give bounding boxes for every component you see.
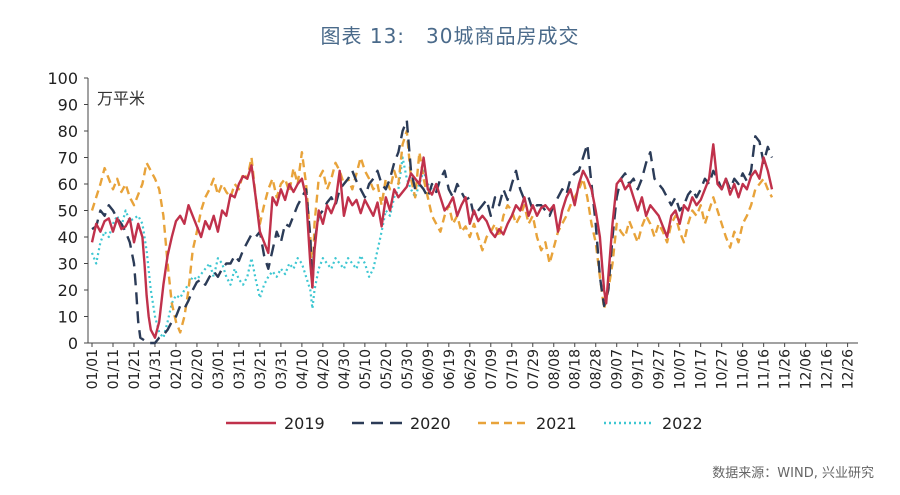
x-tick-label: 07/09 (484, 349, 500, 389)
x-tick-label: 04/10 (295, 349, 311, 389)
x-tick-label: 10/17 (694, 349, 710, 389)
x-tick-label: 03/01 (211, 349, 227, 389)
series-line-2021 (90, 129, 774, 334)
x-tick-label: 12/16 (820, 349, 836, 389)
legend-label-2021: 2021 (536, 414, 577, 433)
x-tick-label: 09/27 (652, 349, 668, 389)
x-tick-label: 09/07 (610, 349, 626, 389)
axes: 0 10 20 30 40 50 60 70 80 90 100 01/01 01/11 01/21 01/… (47, 69, 858, 389)
x-tick-label: 04/20 (316, 349, 332, 389)
x-tick-label: 05/20 (379, 349, 395, 389)
chart-source: 数据来源：WIND, 兴业研究 (712, 466, 874, 481)
y-tick-label: 100 (47, 69, 78, 88)
x-tick-label: 01/01 (85, 349, 101, 389)
y-tick-label: 20 (58, 281, 78, 300)
x-tick-label: 01/21 (127, 349, 143, 389)
y-tick-label: 50 (58, 202, 78, 221)
series-layer (90, 119, 774, 345)
x-tick-label: 09/17 (631, 349, 647, 389)
x-tick-label: 06/19 (442, 349, 458, 389)
x-tick-label: 10/27 (715, 349, 731, 389)
x-tick-label: 07/19 (505, 349, 521, 389)
legend-label-2022: 2022 (662, 414, 703, 433)
x-tick-label: 10/07 (673, 349, 689, 389)
x-tick-label: 08/18 (568, 349, 584, 389)
legend-label-2020: 2020 (410, 414, 451, 433)
y-tick-label: 70 (58, 149, 78, 168)
y-tick-label: 0 (68, 334, 78, 353)
y-tick-label: 10 (58, 308, 78, 327)
x-tick-label: 05/10 (358, 349, 374, 389)
x-tick-label: 08/08 (547, 349, 563, 389)
x-tick-label: 03/21 (253, 349, 269, 389)
x-tick-label: 11/06 (736, 349, 752, 389)
chart-title: 图表 13: 30城商品房成交 (320, 24, 580, 48)
series-line-2022 (90, 156, 433, 339)
x-tick-label: 12/06 (799, 349, 815, 389)
x-tick-label: 02/20 (190, 349, 206, 389)
unit-label: 万平米 (97, 89, 145, 108)
x-tick-label: 11/26 (778, 349, 794, 389)
series-line-2019 (90, 143, 774, 339)
legend: 2019 2020 2021 2022 (226, 414, 703, 433)
x-tick-label: 01/11 (106, 349, 122, 389)
x-tick-label: 03/31 (274, 349, 290, 389)
y-tick-label: 80 (58, 122, 78, 141)
y-tick-label: 40 (58, 228, 78, 247)
x-tick-label: 03/11 (232, 349, 248, 389)
x-tick-label: 01/31 (148, 349, 164, 389)
y-tick-label: 90 (58, 96, 78, 115)
x-tick-label: 12/26 (841, 349, 857, 389)
x-tick-label: 06/09 (421, 349, 437, 389)
x-tick-label: 05/30 (400, 349, 416, 389)
x-tick-label: 07/29 (526, 349, 542, 389)
x-tick-label: 08/28 (589, 349, 605, 389)
x-tick-label: 06/29 (463, 349, 479, 389)
legend-label-2019: 2019 (284, 414, 325, 433)
x-tick-label: 02/10 (169, 349, 185, 389)
x-tick-label: 11/16 (757, 349, 773, 389)
x-tick-label: 04/30 (337, 349, 353, 389)
y-tick-label: 30 (58, 255, 78, 274)
y-tick-label: 60 (58, 175, 78, 194)
